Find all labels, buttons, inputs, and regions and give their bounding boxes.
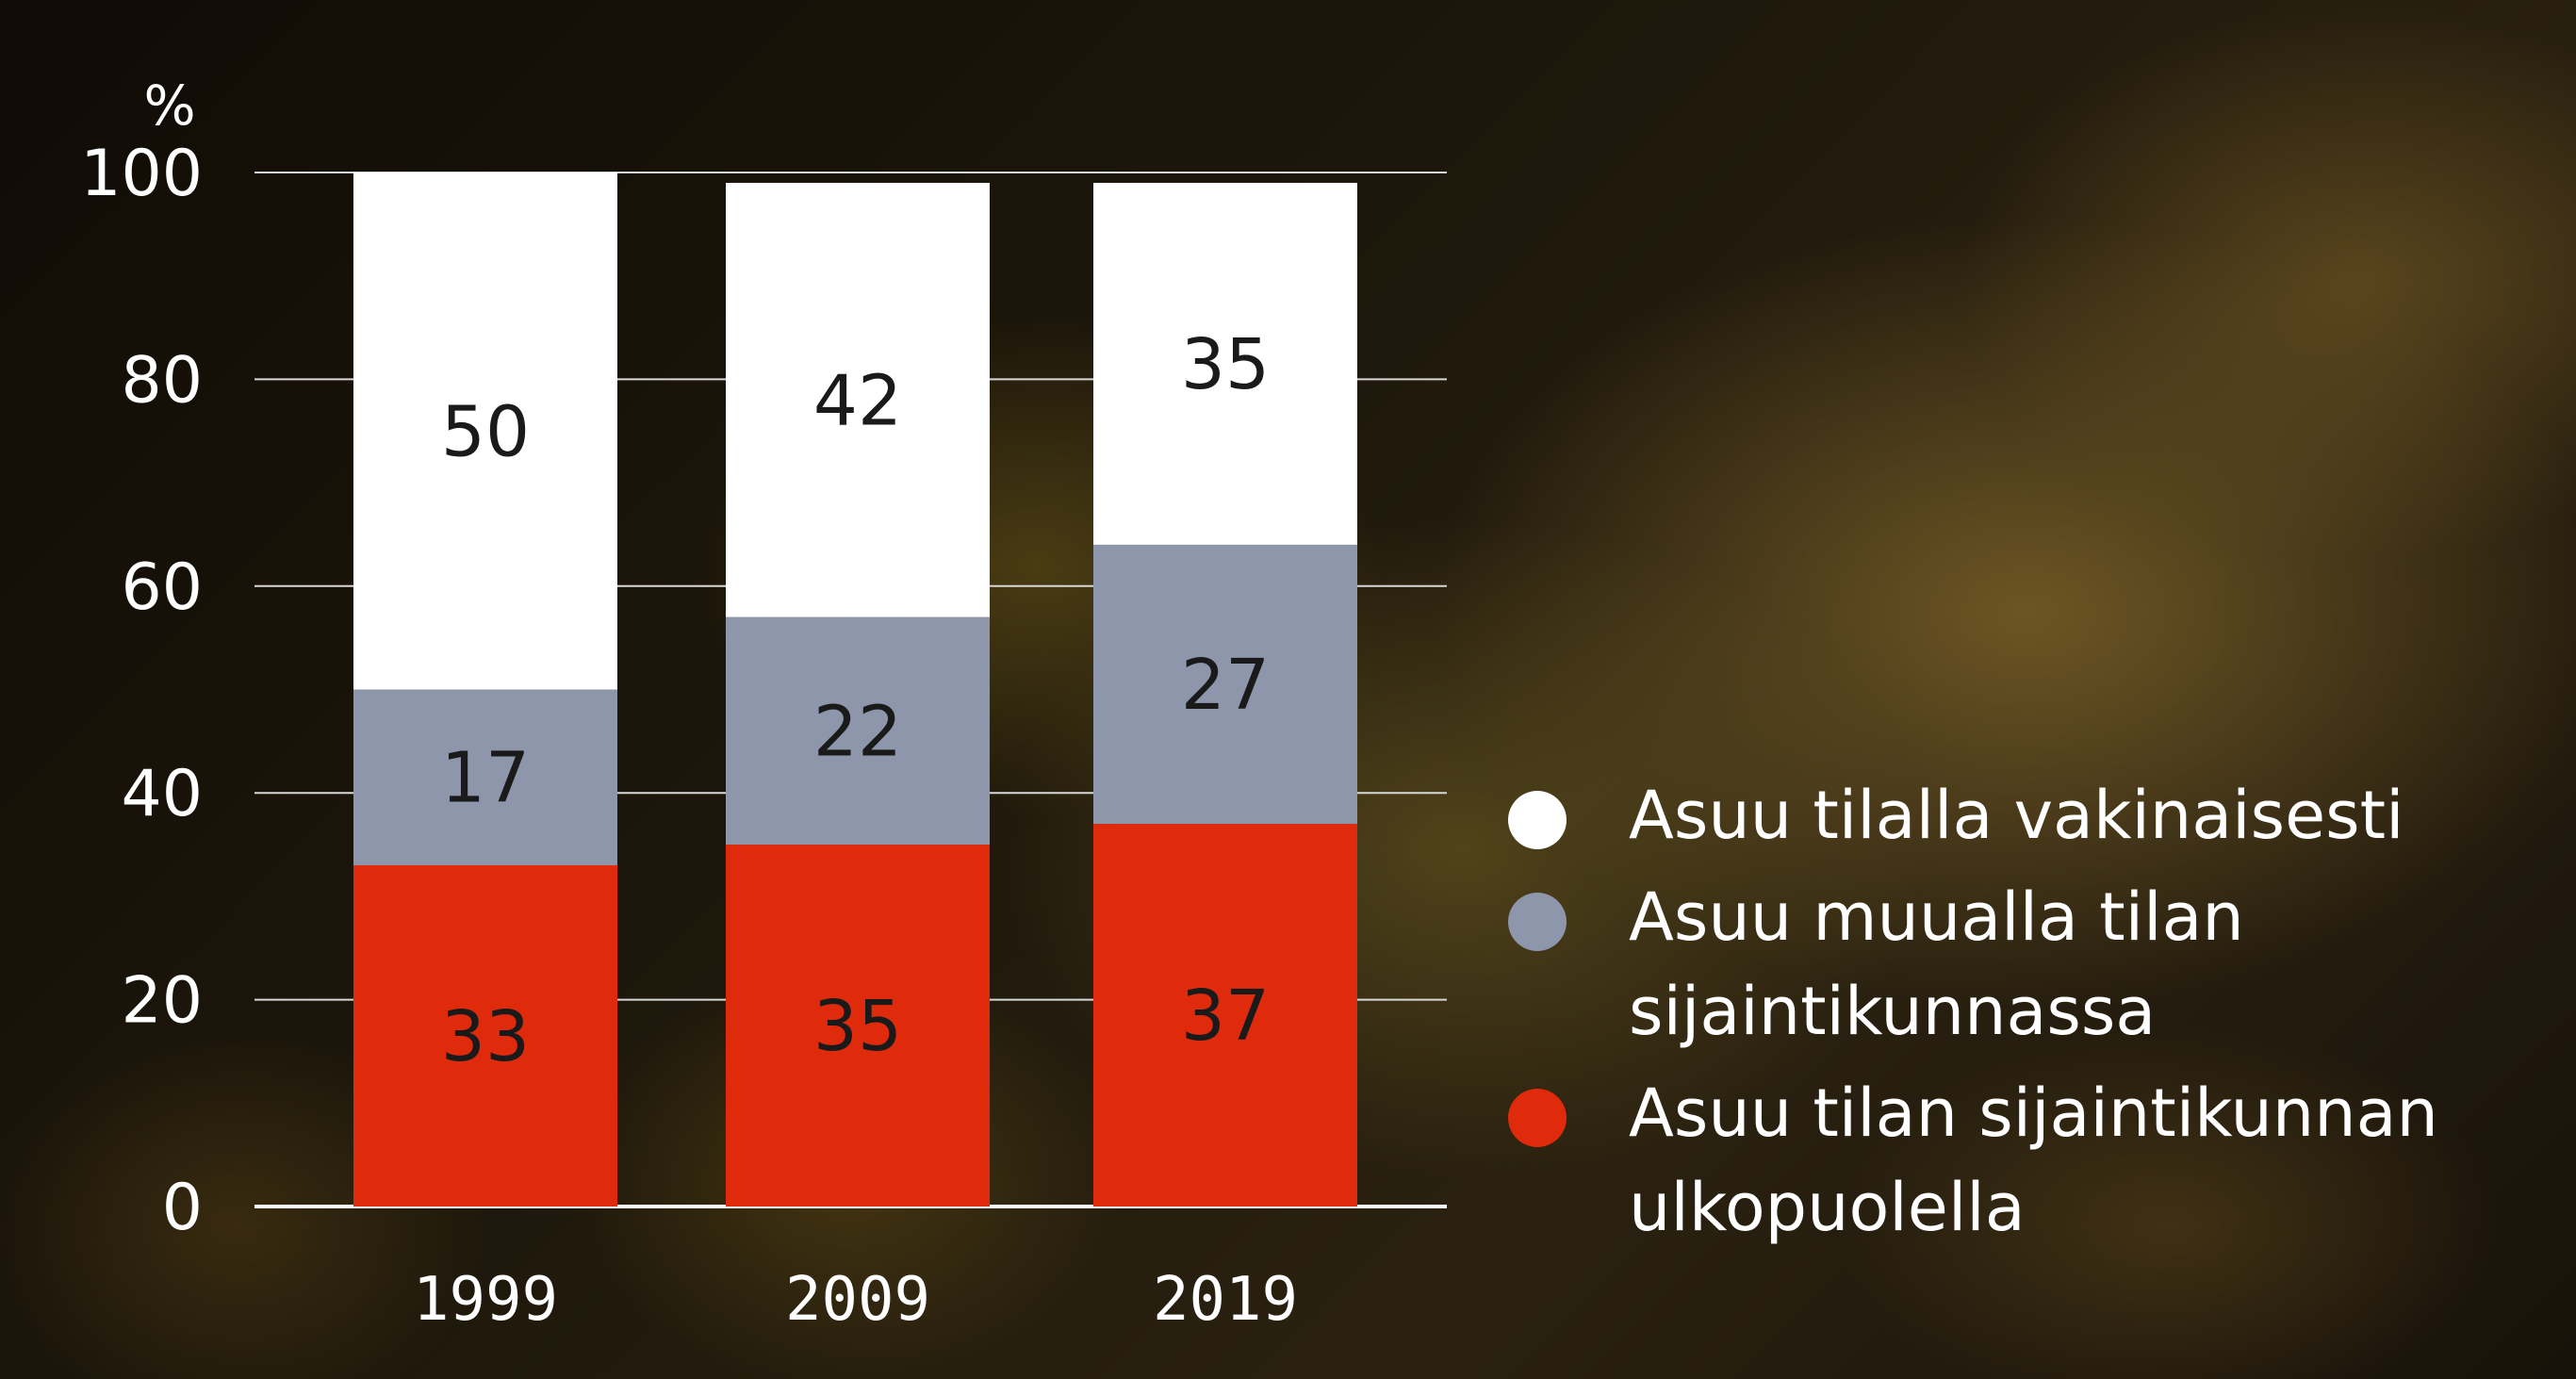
x-tick-label-1999: 1999 [413,1265,558,1335]
value-label-2019-series-0: 37 [1181,976,1270,1057]
bar-1999-series-1 [353,689,617,865]
y-tick-label-80: 80 [121,343,203,418]
bar-1999-series-2 [353,172,617,690]
bar-2009-series-0 [726,845,990,1207]
bar-2019-series-1 [1093,544,1357,825]
legend-label-permanent: Asuu tilalla vakinaisesti [1629,777,2404,854]
legend-label-outside-municipality: Asuu tilan sijaintikunnan ulkopuolella [1629,1075,2438,1246]
legend: Asuu tilalla vakinaisesti Asuu muualla t… [1508,768,2568,1262]
y-tick-label-0: 0 [162,1171,203,1245]
value-label-2009-series-0: 35 [813,986,902,1067]
y-tick-label-100: 100 [80,137,203,211]
value-label-2019-series-2: 35 [1181,324,1270,405]
legend-item-permanent: Asuu tilalla vakinaisesti [1508,768,2568,862]
legend-item-same-municipality: Asuu muualla tilan sijaintikunnassa [1508,870,2568,1059]
legend-item-outside-municipality: Asuu tilan sijaintikunnan ulkopuolella [1508,1066,2568,1255]
value-label-2009-series-1: 22 [813,691,902,772]
bar-2019-series-2 [1093,182,1357,545]
legend-swatch-outside-municipality [1508,1089,1567,1147]
bar-2009-series-1 [726,616,990,845]
y-tick-label-40: 40 [121,757,203,831]
value-label-2019-series-1: 27 [1181,645,1270,726]
y-tick-label-60: 60 [121,550,203,625]
value-label-1999-series-2: 50 [441,391,530,472]
y-axis-unit: % [143,74,195,138]
bar-2019-series-0 [1093,824,1357,1207]
y-axis: 0 20 40 60 80 100 [80,137,203,1245]
value-labels: 33 17 50 35 22 42 37 27 35 [441,324,1270,1077]
value-label-2009-series-2: 42 [813,360,902,441]
legend-label-same-municipality: Asuu muualla tilan sijaintikunnassa [1629,878,2244,1050]
y-tick-label-20: 20 [121,964,203,1039]
bar-2009-series-2 [726,182,990,617]
x-tick-label-2019: 2019 [1153,1265,1298,1335]
value-label-1999-series-1: 17 [441,738,530,819]
bar-1999-series-0 [353,864,617,1207]
x-tick-label-2009: 2009 [785,1265,930,1335]
bars [353,172,1357,1207]
legend-swatch-same-municipality [1508,893,1567,951]
legend-swatch-permanent [1508,791,1567,849]
x-axis: 1999 2009 2019 [413,1265,1298,1335]
value-label-1999-series-0: 33 [441,996,530,1077]
